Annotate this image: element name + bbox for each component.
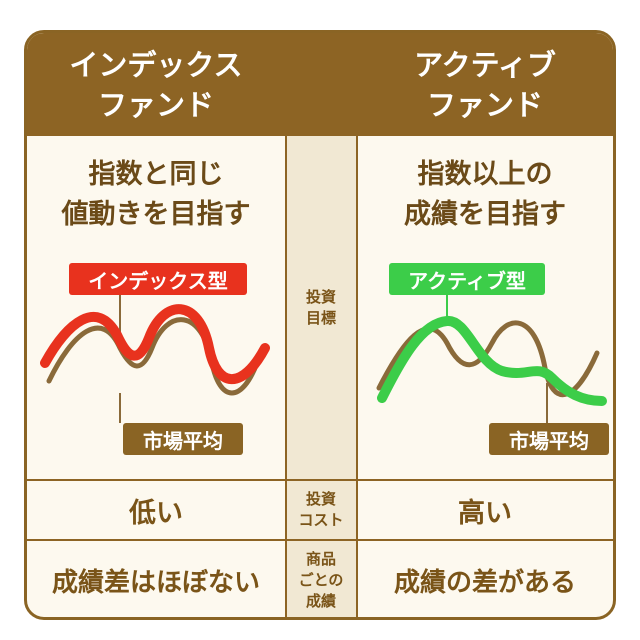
active-badge-text: アクティブ型 bbox=[408, 268, 526, 293]
divider-left bbox=[285, 33, 287, 617]
active-type-badge: アクティブ型 bbox=[389, 263, 545, 295]
market-average-badge-right: 市場平均 bbox=[489, 423, 609, 455]
active-illustration bbox=[376, 293, 607, 425]
goal-label-line2: 目標 bbox=[305, 308, 336, 327]
header-active-fund: アクティブ ファンド bbox=[357, 33, 613, 136]
active-goal-line1: 指数以上の bbox=[417, 159, 553, 190]
label-column bbox=[286, 136, 356, 617]
performance-label-line3: 成績 bbox=[305, 592, 336, 610]
performance-label-line2: ごとの bbox=[298, 571, 344, 589]
index-goal-line2: 値動きを目指す bbox=[61, 199, 251, 230]
index-type-badge: インデックス型 bbox=[69, 263, 247, 295]
index-illustration bbox=[40, 293, 270, 423]
active-cost-value: 高い bbox=[458, 497, 512, 529]
header-index-fund: インデックス ファンド bbox=[27, 33, 285, 136]
cost-label-line2: コスト bbox=[298, 511, 344, 529]
header-blank bbox=[285, 33, 357, 136]
header-active-line1: アクティブ bbox=[414, 47, 556, 82]
performance-label-line1: 商品 bbox=[305, 550, 336, 568]
active-performance-value: 成績の差がある bbox=[393, 568, 576, 598]
header-active-line2: ファンド bbox=[426, 87, 543, 122]
cost-row-label: 投資 コスト bbox=[286, 481, 356, 539]
index-badge-text: インデックス型 bbox=[88, 268, 228, 293]
divider-right bbox=[356, 33, 358, 617]
index-fund-line bbox=[40, 304, 270, 384]
market-badge-right-text: 市場平均 bbox=[509, 428, 589, 453]
index-cost-value: 低い bbox=[129, 497, 183, 529]
divider-row2 bbox=[27, 539, 613, 541]
market-average-badge-left: 市場平均 bbox=[123, 423, 243, 455]
active-goal-text: 指数以上の 成績を目指す bbox=[357, 151, 613, 239]
cost-label-line1: 投資 bbox=[305, 490, 336, 508]
index-performance-value: 成績差はほぼない bbox=[51, 568, 260, 598]
market-badge-left-text: 市場平均 bbox=[143, 428, 223, 453]
divider-row1 bbox=[27, 479, 613, 481]
header-index-line1: インデックス bbox=[69, 47, 243, 82]
performance-row-label: 商品 ごとの 成績 bbox=[286, 541, 356, 617]
header-index-line2: ファンド bbox=[97, 87, 214, 122]
goal-label-line1: 投資 bbox=[305, 287, 336, 306]
index-goal-line1: 指数と同じ bbox=[88, 159, 224, 190]
active-fund-line bbox=[377, 316, 607, 406]
comparison-card: インデックス ファンド アクティブ ファンド 投資 目標 指数と同じ 値動きを目… bbox=[24, 30, 616, 620]
active-goal-line2: 成績を目指す bbox=[404, 199, 566, 230]
market-average-line-left bbox=[46, 317, 260, 396]
index-goal-text: 指数と同じ 値動きを目指す bbox=[27, 151, 285, 239]
goal-row-label: 投資 目標 bbox=[286, 136, 356, 479]
